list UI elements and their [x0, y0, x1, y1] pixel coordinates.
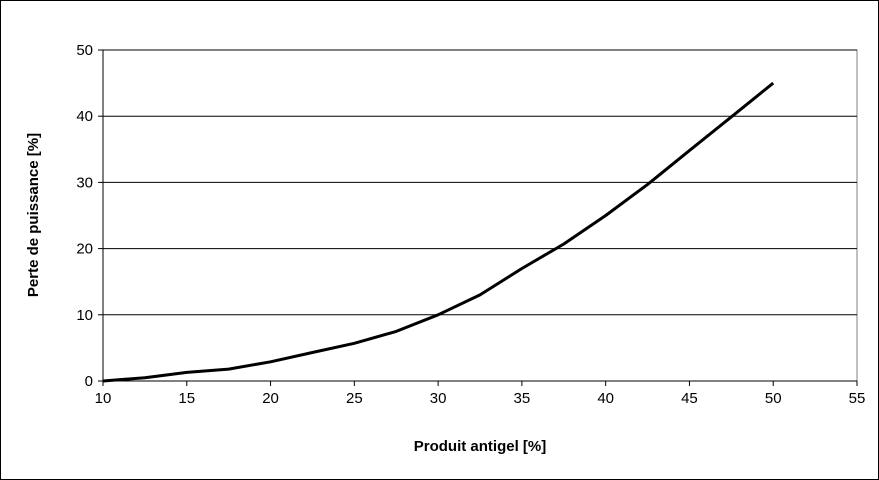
y-tick-label: 10 [76, 307, 93, 324]
y-tick-label: 50 [76, 42, 93, 59]
x-tick-label: 40 [597, 390, 614, 407]
y-axis-title: Perte de puissance [%] [25, 133, 42, 297]
x-tick-label: 55 [849, 390, 866, 407]
x-axis-title: Produit antigel [%] [414, 438, 547, 455]
x-tick-label: 50 [765, 390, 782, 407]
y-tick-label: 40 [76, 108, 93, 125]
x-tick-label: 45 [681, 390, 698, 407]
x-tick-label: 30 [430, 390, 447, 407]
x-tick-label: 20 [262, 390, 279, 407]
series-group [102, 81, 775, 383]
series-line [102, 81, 775, 383]
x-tick-labels: 10 15 20 25 30 35 40 45 50 55 [95, 390, 866, 407]
y-tick-label: 30 [76, 174, 93, 191]
y-tick-label: 20 [76, 241, 93, 258]
x-tick-label: 35 [514, 390, 531, 407]
x-tick-label: 10 [95, 390, 112, 407]
plot-area [102, 49, 858, 382]
x-tick-label: 15 [178, 390, 195, 407]
gridlines [103, 49, 857, 316]
axes [98, 49, 858, 386]
x-tick-label: 25 [346, 390, 363, 407]
y-tick-labels: 0 10 20 30 40 50 [76, 42, 93, 390]
y-tick-label: 0 [85, 373, 93, 390]
